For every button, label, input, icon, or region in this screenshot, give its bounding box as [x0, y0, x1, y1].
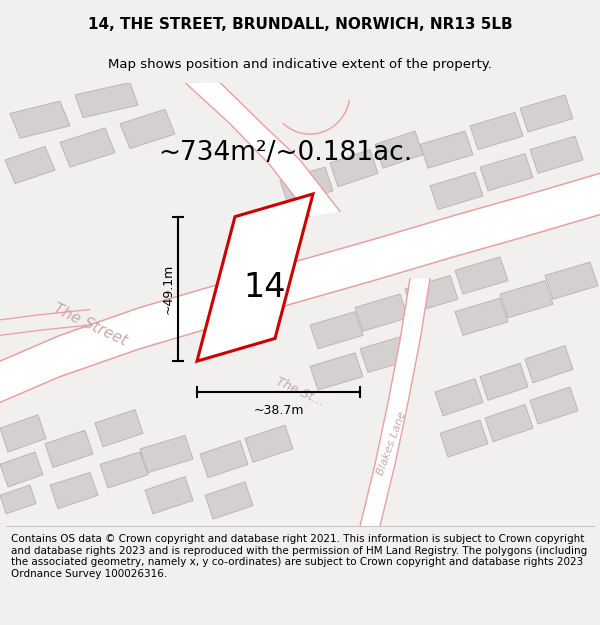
- Text: The Street: The Street: [50, 301, 130, 349]
- Polygon shape: [200, 441, 248, 478]
- Polygon shape: [0, 485, 36, 514]
- Polygon shape: [500, 281, 553, 318]
- Text: ~38.7m: ~38.7m: [253, 404, 304, 417]
- Polygon shape: [470, 112, 523, 149]
- Polygon shape: [0, 415, 46, 452]
- Polygon shape: [360, 279, 430, 526]
- Polygon shape: [525, 346, 573, 382]
- Polygon shape: [100, 452, 148, 488]
- Polygon shape: [245, 425, 293, 462]
- Polygon shape: [140, 436, 193, 472]
- Polygon shape: [530, 136, 583, 173]
- Polygon shape: [545, 262, 598, 299]
- Polygon shape: [0, 452, 43, 487]
- Text: Blakes Lane: Blakes Lane: [376, 411, 408, 477]
- Polygon shape: [50, 472, 98, 509]
- Polygon shape: [480, 363, 528, 401]
- Polygon shape: [430, 173, 483, 209]
- Polygon shape: [145, 477, 193, 514]
- Text: Map shows position and indicative extent of the property.: Map shows position and indicative extent…: [108, 58, 492, 71]
- Polygon shape: [455, 257, 508, 294]
- Polygon shape: [455, 298, 508, 336]
- Polygon shape: [360, 336, 413, 372]
- Polygon shape: [435, 379, 483, 416]
- Polygon shape: [197, 194, 313, 361]
- Text: 14, THE STREET, BRUNDALL, NORWICH, NR13 5LB: 14, THE STREET, BRUNDALL, NORWICH, NR13 …: [88, 18, 512, 32]
- Text: ~734m²/~0.181ac.: ~734m²/~0.181ac.: [158, 139, 412, 166]
- Polygon shape: [205, 482, 253, 519]
- Polygon shape: [355, 294, 408, 331]
- Text: The St...: The St...: [274, 375, 326, 409]
- Polygon shape: [480, 154, 533, 191]
- Polygon shape: [120, 109, 175, 149]
- Polygon shape: [60, 128, 115, 167]
- Polygon shape: [75, 82, 138, 118]
- Text: ~49.1m: ~49.1m: [161, 264, 175, 314]
- Polygon shape: [440, 420, 488, 457]
- Polygon shape: [0, 173, 600, 402]
- Polygon shape: [280, 167, 333, 204]
- Polygon shape: [10, 101, 70, 138]
- Text: Contains OS data © Crown copyright and database right 2021. This information is : Contains OS data © Crown copyright and d…: [11, 534, 587, 579]
- Polygon shape: [310, 312, 363, 349]
- Polygon shape: [405, 276, 458, 312]
- Polygon shape: [185, 82, 340, 217]
- Polygon shape: [420, 131, 473, 168]
- Polygon shape: [310, 353, 363, 390]
- Polygon shape: [375, 131, 423, 168]
- Polygon shape: [485, 404, 533, 442]
- Polygon shape: [520, 95, 573, 132]
- Polygon shape: [530, 387, 578, 424]
- Polygon shape: [95, 409, 143, 447]
- Polygon shape: [45, 430, 93, 468]
- Text: 14: 14: [244, 271, 286, 304]
- Polygon shape: [330, 149, 378, 187]
- Polygon shape: [5, 146, 55, 184]
